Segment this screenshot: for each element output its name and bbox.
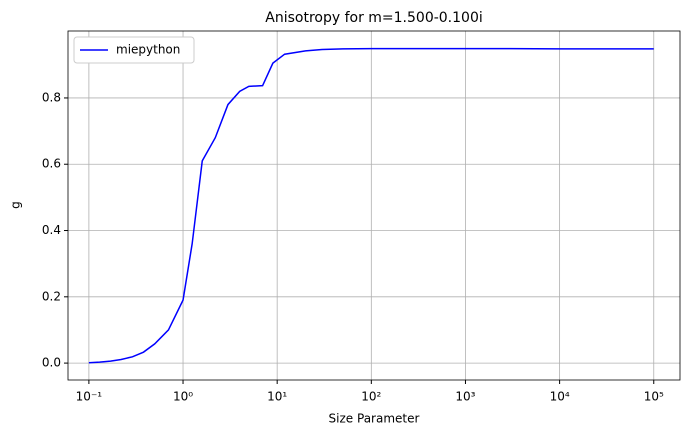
y-tick-label: 0.2 <box>42 289 61 303</box>
x-axis-label: Size Parameter <box>329 412 420 426</box>
data-line <box>88 47 654 364</box>
y-tick-label: 0.6 <box>42 157 61 171</box>
x-tick-label: 10² <box>361 390 381 404</box>
legend-label: miepython <box>116 43 180 57</box>
y-tick-label: 0.8 <box>42 90 61 104</box>
y-tick-label: 0.4 <box>42 223 61 237</box>
x-tick-label: 10¹ <box>267 390 287 404</box>
y-axis-label: g <box>9 201 23 209</box>
legend: miepython <box>73 36 195 64</box>
x-tick-label: 10⁴ <box>550 390 570 404</box>
legend-box <box>73 36 195 64</box>
x-tick-label: 10⁵ <box>644 390 664 404</box>
y-tick-label: 0.0 <box>42 356 61 370</box>
x-tick-label: 10⁰ <box>173 390 193 404</box>
x-tick-label: 10⁻¹ <box>76 390 103 404</box>
plot-frame <box>67 30 681 381</box>
chart-title: Anisotropy for m=1.500-0.100i <box>265 10 483 26</box>
x-tick-label: 10³ <box>455 390 475 404</box>
